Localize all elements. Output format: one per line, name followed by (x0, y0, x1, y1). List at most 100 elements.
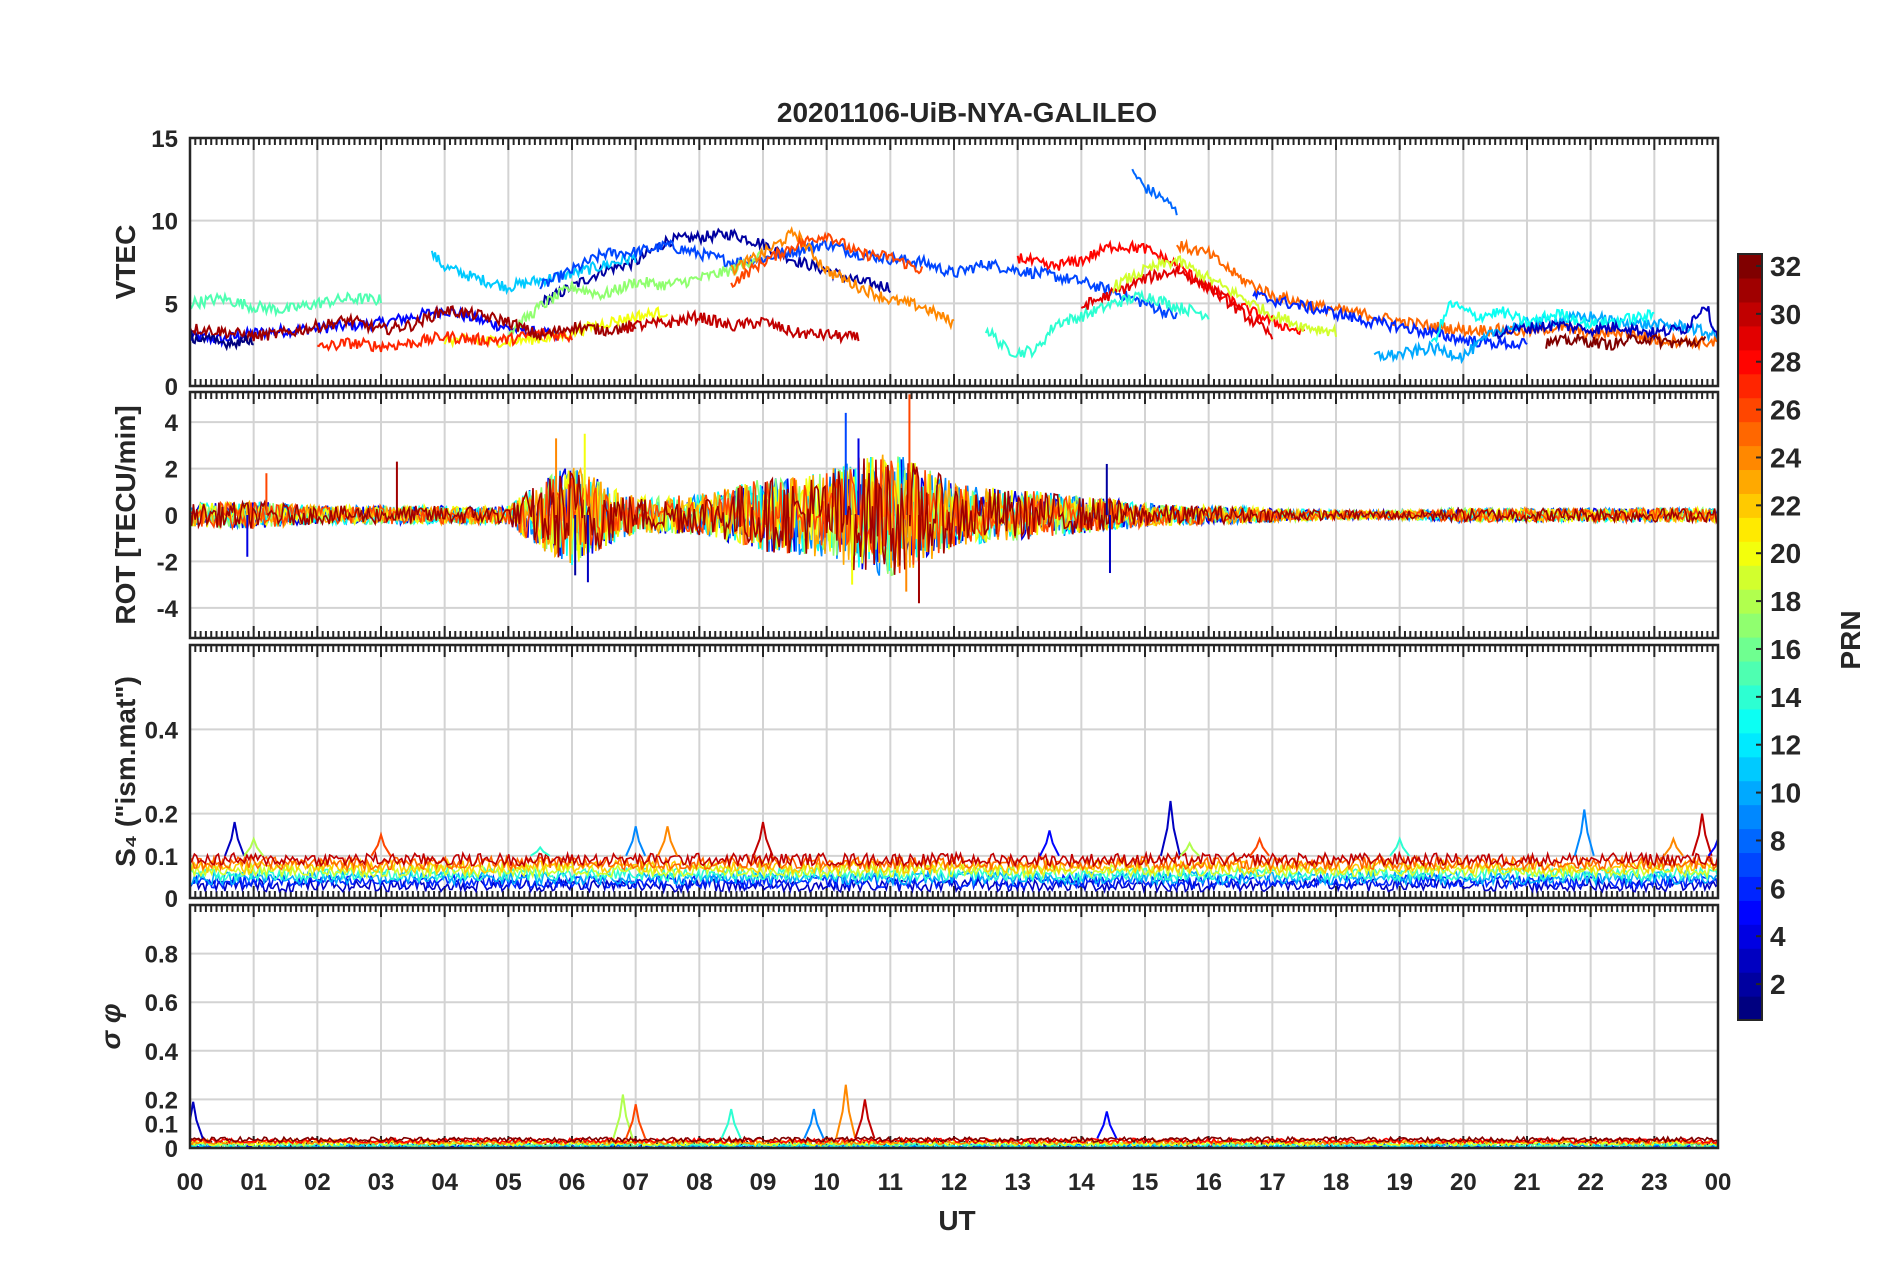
x-tick-label: 18 (1323, 1169, 1350, 1196)
x-tick-label: 09 (750, 1169, 777, 1196)
colorbar-tick-label: 2 (1770, 969, 1786, 1000)
x-tick-label: 01 (240, 1169, 267, 1196)
panel-4: 00.10.2 0.4 0.6 0.8 σ φ (95, 903, 1720, 1163)
panel-frame (188, 390, 1720, 640)
colorbar-band (1738, 708, 1762, 734)
colorbar-label: PRN (1835, 610, 1866, 669)
colorbar-tick-label: 6 (1770, 873, 1786, 904)
data-layer (190, 168, 1718, 365)
x-tick-label: 17 (1259, 1169, 1286, 1196)
peak-mark (625, 1104, 647, 1139)
colorbar-tick-label: 24 (1770, 442, 1802, 473)
colorbar-band (1738, 469, 1762, 494)
peak-mark (612, 1094, 634, 1139)
colorbar-tick-label: 14 (1770, 682, 1802, 713)
peak-mark (835, 1084, 857, 1139)
x-tick-label: 02 (304, 1169, 331, 1196)
colorbar-tick-label: 16 (1770, 634, 1801, 665)
y-axis-label: σ φ (95, 1003, 126, 1049)
x-tick-label: 00 (1705, 1169, 1732, 1196)
colorbar-band (1738, 565, 1762, 590)
grid (190, 138, 1718, 386)
series-prn-30 (190, 850, 1718, 869)
y-tick-label: 0.2 (145, 1087, 178, 1114)
vtec-series-prn-19 (1112, 255, 1337, 338)
x-tick-label: 08 (686, 1169, 713, 1196)
peak-mark (530, 845, 551, 857)
y-tick-label: 0.4 (145, 717, 179, 744)
colorbar-tick-label: 18 (1770, 586, 1801, 617)
rot-series-prn-26 (190, 457, 1718, 574)
y-tick-label: 5 (165, 291, 178, 318)
series-prn-20 (190, 1138, 1718, 1148)
x-tick-label: 07 (622, 1169, 649, 1196)
peak-mark (1096, 1111, 1118, 1139)
vtec-series-prn-28 (1016, 239, 1306, 336)
panel-3: 0 0.1 0.2 0.4S₄ ("ism.mat") (110, 643, 1720, 913)
panel-2: -4 -2 0 2 4 ROT [TECU/min] (110, 390, 1720, 640)
vtec-series-prn-30 (622, 309, 860, 345)
vtec-series-prn-15 (190, 291, 382, 318)
colorbar-band (1738, 373, 1762, 399)
data-layer (190, 1084, 1718, 1148)
x-tick-label: 22 (1577, 1169, 1604, 1196)
vtec-series-prn-17 (507, 249, 764, 337)
peak-mark (1573, 809, 1595, 857)
colorbar-band (1738, 660, 1762, 686)
x-tick-label: 15 (1132, 1169, 1159, 1196)
panel-1: 0 5 10 15 VTEC (110, 126, 1720, 401)
y-tick-label: 10 (151, 209, 178, 236)
series-prn-6 (190, 872, 1718, 891)
peak-mark (656, 826, 679, 857)
peak-mark (370, 831, 392, 857)
peak-mark (1707, 836, 1718, 857)
y-tick-label: -2 (157, 549, 178, 576)
y-tick-label: 0 (165, 886, 178, 913)
panel-frame (188, 903, 1720, 1150)
y-tick-label: 0 (165, 503, 178, 530)
rot-series-prn-31 (190, 458, 1718, 575)
peak-mark (1691, 813, 1713, 857)
colorbar-tick-label: 32 (1770, 251, 1801, 282)
x-tick-label: 13 (1004, 1169, 1031, 1196)
vtec-series-prn-32 (1545, 332, 1707, 351)
x-tick-label: 19 (1386, 1169, 1413, 1196)
y-tick-label: 2 (165, 457, 178, 484)
colorbar-band (1738, 756, 1762, 782)
colorbar-tick-label: 12 (1770, 730, 1801, 761)
x-tick-label: 06 (559, 1169, 586, 1196)
x-tick-label: 00 (177, 1169, 204, 1196)
vtec-series-prn-7 (539, 239, 1178, 320)
peak-mark (1179, 840, 1200, 857)
x-tick-label: 11 (878, 1169, 903, 1196)
peak-mark (224, 821, 246, 857)
data-layer (190, 394, 1718, 604)
peak-mark (803, 1108, 825, 1139)
colorbar-band (1738, 804, 1762, 830)
y-axis-label: VTEC (110, 225, 141, 300)
vtec-series-prn-1 (190, 329, 254, 352)
vtec-series-prn-31 (190, 304, 637, 342)
x-tick-labels: 00 01 02 03 04 05 06 07 08 09 10 11 12 13 14 15 16 17 18 19… (177, 1169, 1732, 1196)
y-tick-label: 0.6 (145, 990, 178, 1017)
colorbar-band (1738, 996, 1762, 1021)
colorbar-band (1738, 421, 1762, 447)
peak-mark (720, 1108, 742, 1139)
colorbar-tick-label: 10 (1770, 778, 1801, 809)
peak-mark (1039, 830, 1060, 857)
vtec-series-prn-8 (1131, 168, 1178, 216)
colorbar-band (1738, 852, 1762, 877)
x-axis-label: UT (938, 1205, 975, 1236)
colorbar-tick-label: 26 (1770, 395, 1801, 426)
colorbar-tick-label: 20 (1770, 538, 1801, 569)
vtec-series-prn-11 (430, 250, 637, 296)
colorbar-band (1738, 277, 1762, 303)
series-prn-32 (190, 1135, 1718, 1144)
x-tick-label: 23 (1641, 1169, 1668, 1196)
x-tick-label: 05 (495, 1169, 522, 1196)
x-tick-label: 16 (1195, 1169, 1222, 1196)
colorbar-band (1738, 900, 1762, 925)
chart-title: 20201106-UiB-NYA-GALILEO (777, 97, 1157, 128)
